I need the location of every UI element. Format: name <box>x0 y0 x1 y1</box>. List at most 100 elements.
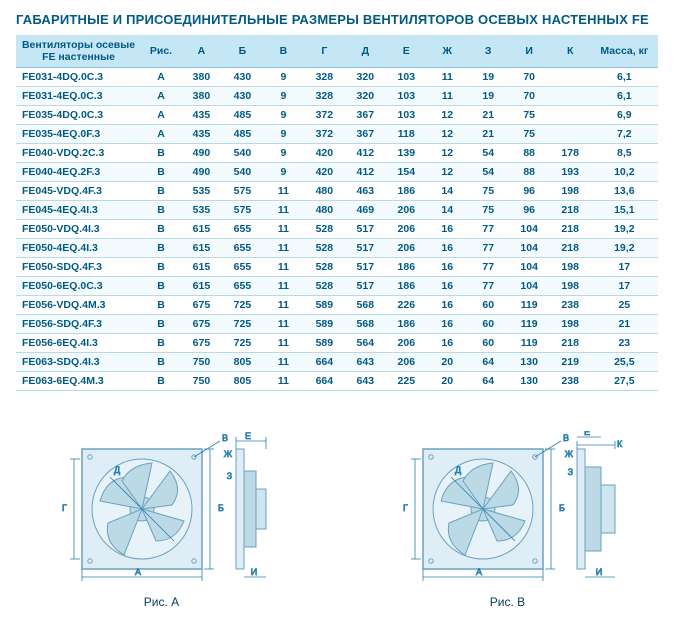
cell-V: 11 <box>263 372 304 391</box>
th-model: Вентиляторы осевые FE настенные <box>16 35 141 68</box>
dimlabel-V: В <box>222 433 228 443</box>
cell-Zh: 12 <box>427 163 468 182</box>
cell-E: 225 <box>386 372 427 391</box>
table-row: FE050-SDQ.4F.3B6156551152851718616771041… <box>16 258 658 277</box>
cell-G: 480 <box>304 182 345 201</box>
cell-G: 420 <box>304 163 345 182</box>
cell-I: 119 <box>509 315 550 334</box>
cell-I: 75 <box>509 106 550 125</box>
cell-D: 412 <box>345 144 386 163</box>
cell-E: 206 <box>386 220 427 239</box>
cell-A: 380 <box>181 68 222 87</box>
dimlabel-Z: З <box>226 471 231 481</box>
cell-fig: B <box>141 144 181 163</box>
cell-E: 103 <box>386 106 427 125</box>
cell-mass: 8,5 <box>591 144 658 163</box>
cell-B: 725 <box>222 334 263 353</box>
cell-G: 372 <box>304 106 345 125</box>
cell-Z: 54 <box>468 144 509 163</box>
cell-G: 420 <box>304 144 345 163</box>
caption-a: Рис. А <box>144 595 179 609</box>
cell-B: 805 <box>222 372 263 391</box>
cell-A: 615 <box>181 220 222 239</box>
cell-Zh: 12 <box>427 125 468 144</box>
cell-model: FE031-4EQ.0C.3 <box>16 87 141 106</box>
cell-B: 655 <box>222 277 263 296</box>
cell-I: 70 <box>509 68 550 87</box>
table-row: FE063-6EQ.4M.3B7508051166464322520641302… <box>16 372 658 391</box>
cell-mass: 25 <box>591 296 658 315</box>
cell-Z: 21 <box>468 125 509 144</box>
cell-D: 643 <box>345 353 386 372</box>
cell-V: 11 <box>263 239 304 258</box>
cell-G: 372 <box>304 125 345 144</box>
cell-A: 615 <box>181 258 222 277</box>
cell-B: 805 <box>222 353 263 372</box>
cell-V: 11 <box>263 258 304 277</box>
cell-B: 485 <box>222 106 263 125</box>
th-Z: З <box>468 35 509 68</box>
cell-Z: 64 <box>468 372 509 391</box>
cell-E: 206 <box>386 201 427 220</box>
cell-mass: 7,2 <box>591 125 658 144</box>
cell-V: 11 <box>263 296 304 315</box>
page-title: ГАБАРИТНЫЕ И ПРИСОЕДИНИТЕЛЬНЫЕ РАЗМЕРЫ В… <box>16 12 658 27</box>
cell-fig: B <box>141 258 181 277</box>
dimlabel-I-b: И <box>595 567 601 577</box>
cell-model: FE040-VDQ.2C.3 <box>16 144 141 163</box>
cell-E: 206 <box>386 353 427 372</box>
cell-D: 517 <box>345 277 386 296</box>
cell-B: 575 <box>222 201 263 220</box>
table-row: FE045-4EQ.4I.3B5355751148046920614759621… <box>16 201 658 220</box>
dimlabel-Zh: Ж <box>223 449 232 459</box>
cell-Zh: 16 <box>427 334 468 353</box>
cell-A: 435 <box>181 106 222 125</box>
cell-Zh: 16 <box>427 277 468 296</box>
cell-fig: B <box>141 372 181 391</box>
cell-fig: B <box>141 334 181 353</box>
cell-I: 96 <box>509 201 550 220</box>
cell-I: 119 <box>509 334 550 353</box>
cell-K: 238 <box>550 372 591 391</box>
cell-D: 469 <box>345 201 386 220</box>
th-Zh: Ж <box>427 35 468 68</box>
diagram-b: А Б Г Д В <box>393 431 623 609</box>
cell-E: 186 <box>386 182 427 201</box>
cell-Z: 77 <box>468 277 509 296</box>
cell-Zh: 16 <box>427 258 468 277</box>
cell-Z: 60 <box>468 296 509 315</box>
cell-E: 186 <box>386 277 427 296</box>
th-I: И <box>509 35 550 68</box>
cell-Zh: 11 <box>427 68 468 87</box>
dimlabel-G: Г <box>62 503 67 513</box>
cell-K <box>550 106 591 125</box>
cell-G: 528 <box>304 277 345 296</box>
cell-I: 88 <box>509 163 550 182</box>
cell-model: FE056-6EQ.4I.3 <box>16 334 141 353</box>
cell-D: 412 <box>345 163 386 182</box>
th-A: А <box>181 35 222 68</box>
cell-I: 119 <box>509 296 550 315</box>
cell-K: 198 <box>550 315 591 334</box>
dimlabel-E-b: Е <box>583 431 589 437</box>
cell-model: FE031-4DQ.0C.3 <box>16 68 141 87</box>
cell-K <box>550 125 591 144</box>
cell-E: 103 <box>386 68 427 87</box>
cell-fig: B <box>141 163 181 182</box>
cell-fig: B <box>141 296 181 315</box>
cell-I: 104 <box>509 220 550 239</box>
cell-D: 517 <box>345 239 386 258</box>
cell-K: 218 <box>550 334 591 353</box>
th-K: К <box>550 35 591 68</box>
dimlabel-A: А <box>134 567 140 577</box>
cell-fig: B <box>141 277 181 296</box>
cell-V: 9 <box>263 106 304 125</box>
th-G: Г <box>304 35 345 68</box>
table-row: FE050-4EQ.4I.3B6156551152851720616771042… <box>16 239 658 258</box>
cell-G: 589 <box>304 296 345 315</box>
diagrams-row: А Б Г Д В <box>16 431 658 609</box>
cell-K <box>550 87 591 106</box>
cell-model: FE035-4DQ.0C.3 <box>16 106 141 125</box>
cell-Z: 77 <box>468 220 509 239</box>
cell-model: FE050-SDQ.4F.3 <box>16 258 141 277</box>
